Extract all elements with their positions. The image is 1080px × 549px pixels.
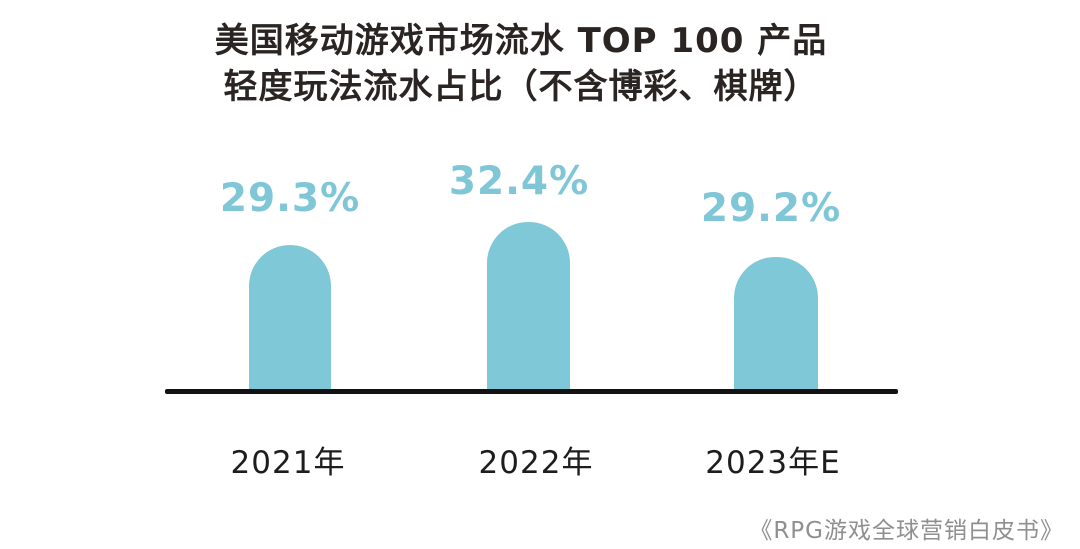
bar-value-label-2021: 29.3% (219, 176, 361, 221)
bar-value-label-2022: 32.4% (448, 159, 590, 204)
chart-title-line1: 美国移动游戏市场流水 TOP 100 产品 (214, 21, 828, 61)
chart-title: 美国移动游戏市场流水 TOP 100 产品 轻度玩法流水占比（不含博彩、棋牌） (0, 18, 1042, 110)
bar-2023 (734, 257, 818, 392)
bar-2021 (249, 245, 331, 392)
bar-2022 (487, 222, 570, 392)
category-label-2021: 2021年 (230, 445, 346, 481)
chart-title-line2: 轻度玩法流水占比（不含博彩、棋牌） (223, 67, 819, 107)
source-citation: 《RPG游戏全球营销白皮书》 (749, 518, 1064, 544)
x-axis-line (165, 389, 898, 394)
category-label-2022: 2022年 (478, 445, 594, 481)
category-label-2023: 2023年E (705, 445, 841, 481)
bar-value-label-2023: 29.2% (700, 186, 842, 231)
